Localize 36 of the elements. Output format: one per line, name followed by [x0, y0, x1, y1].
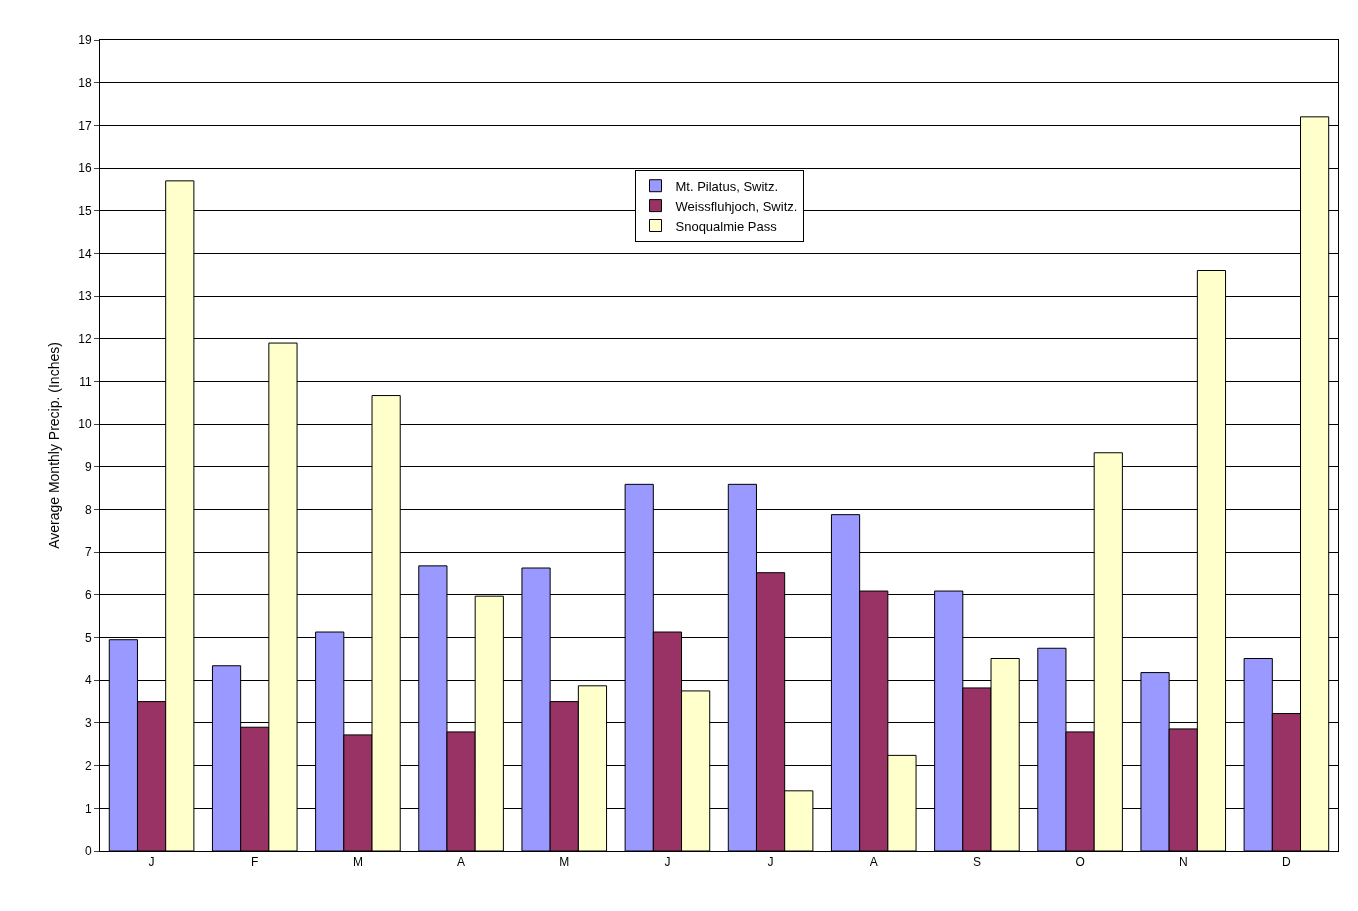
- y-tick-label: 16: [78, 161, 92, 176]
- y-tick-label: 7: [84, 545, 92, 560]
- x-tick-label: J: [664, 855, 671, 870]
- y-tick-label: 0: [84, 844, 92, 859]
- x-tick-label: A: [869, 855, 878, 870]
- x-tick-label: J: [148, 855, 155, 870]
- x-tick-label: M: [559, 855, 570, 870]
- y-tick-label: 2: [84, 758, 92, 773]
- x-tick-label: D: [1282, 855, 1292, 870]
- y-tick-label: 15: [78, 203, 92, 218]
- y-tick-label: 17: [78, 118, 92, 133]
- y-tick-label: 5: [84, 630, 92, 645]
- y-tick-label: 11: [79, 374, 92, 389]
- y-tick-label: 9: [84, 460, 92, 475]
- legend-label: Mt. Pilatus, Switz.: [675, 178, 779, 194]
- y-tick-label: 6: [84, 588, 92, 603]
- y-tick-label: 19: [78, 33, 92, 48]
- y-tick-label: 12: [78, 331, 92, 346]
- x-tick-label: J: [767, 855, 774, 870]
- y-tick-label: 3: [84, 716, 92, 731]
- legend-label: Weissfluhjoch, Switz.: [675, 198, 798, 214]
- y-tick-label: 13: [78, 289, 92, 304]
- x-tick-label: F: [251, 855, 259, 870]
- y-tick-label: 1: [84, 801, 92, 816]
- y-tick-label: 8: [84, 502, 92, 517]
- x-tick-label: S: [972, 855, 981, 870]
- y-tick-label: 18: [78, 75, 92, 90]
- y-tick-label: 4: [84, 673, 92, 688]
- x-tick-label: N: [1178, 855, 1188, 870]
- y-tick-label: 14: [78, 246, 92, 261]
- x-tick-label: O: [1075, 855, 1085, 870]
- legend-label: Snoqualmie Pass: [675, 218, 778, 234]
- x-tick-label: M: [352, 855, 363, 870]
- y-tick-label: 10: [78, 417, 92, 432]
- x-tick-label: A: [457, 855, 466, 870]
- y-axis-title: Average Monthly Precip. (Inches): [45, 342, 62, 549]
